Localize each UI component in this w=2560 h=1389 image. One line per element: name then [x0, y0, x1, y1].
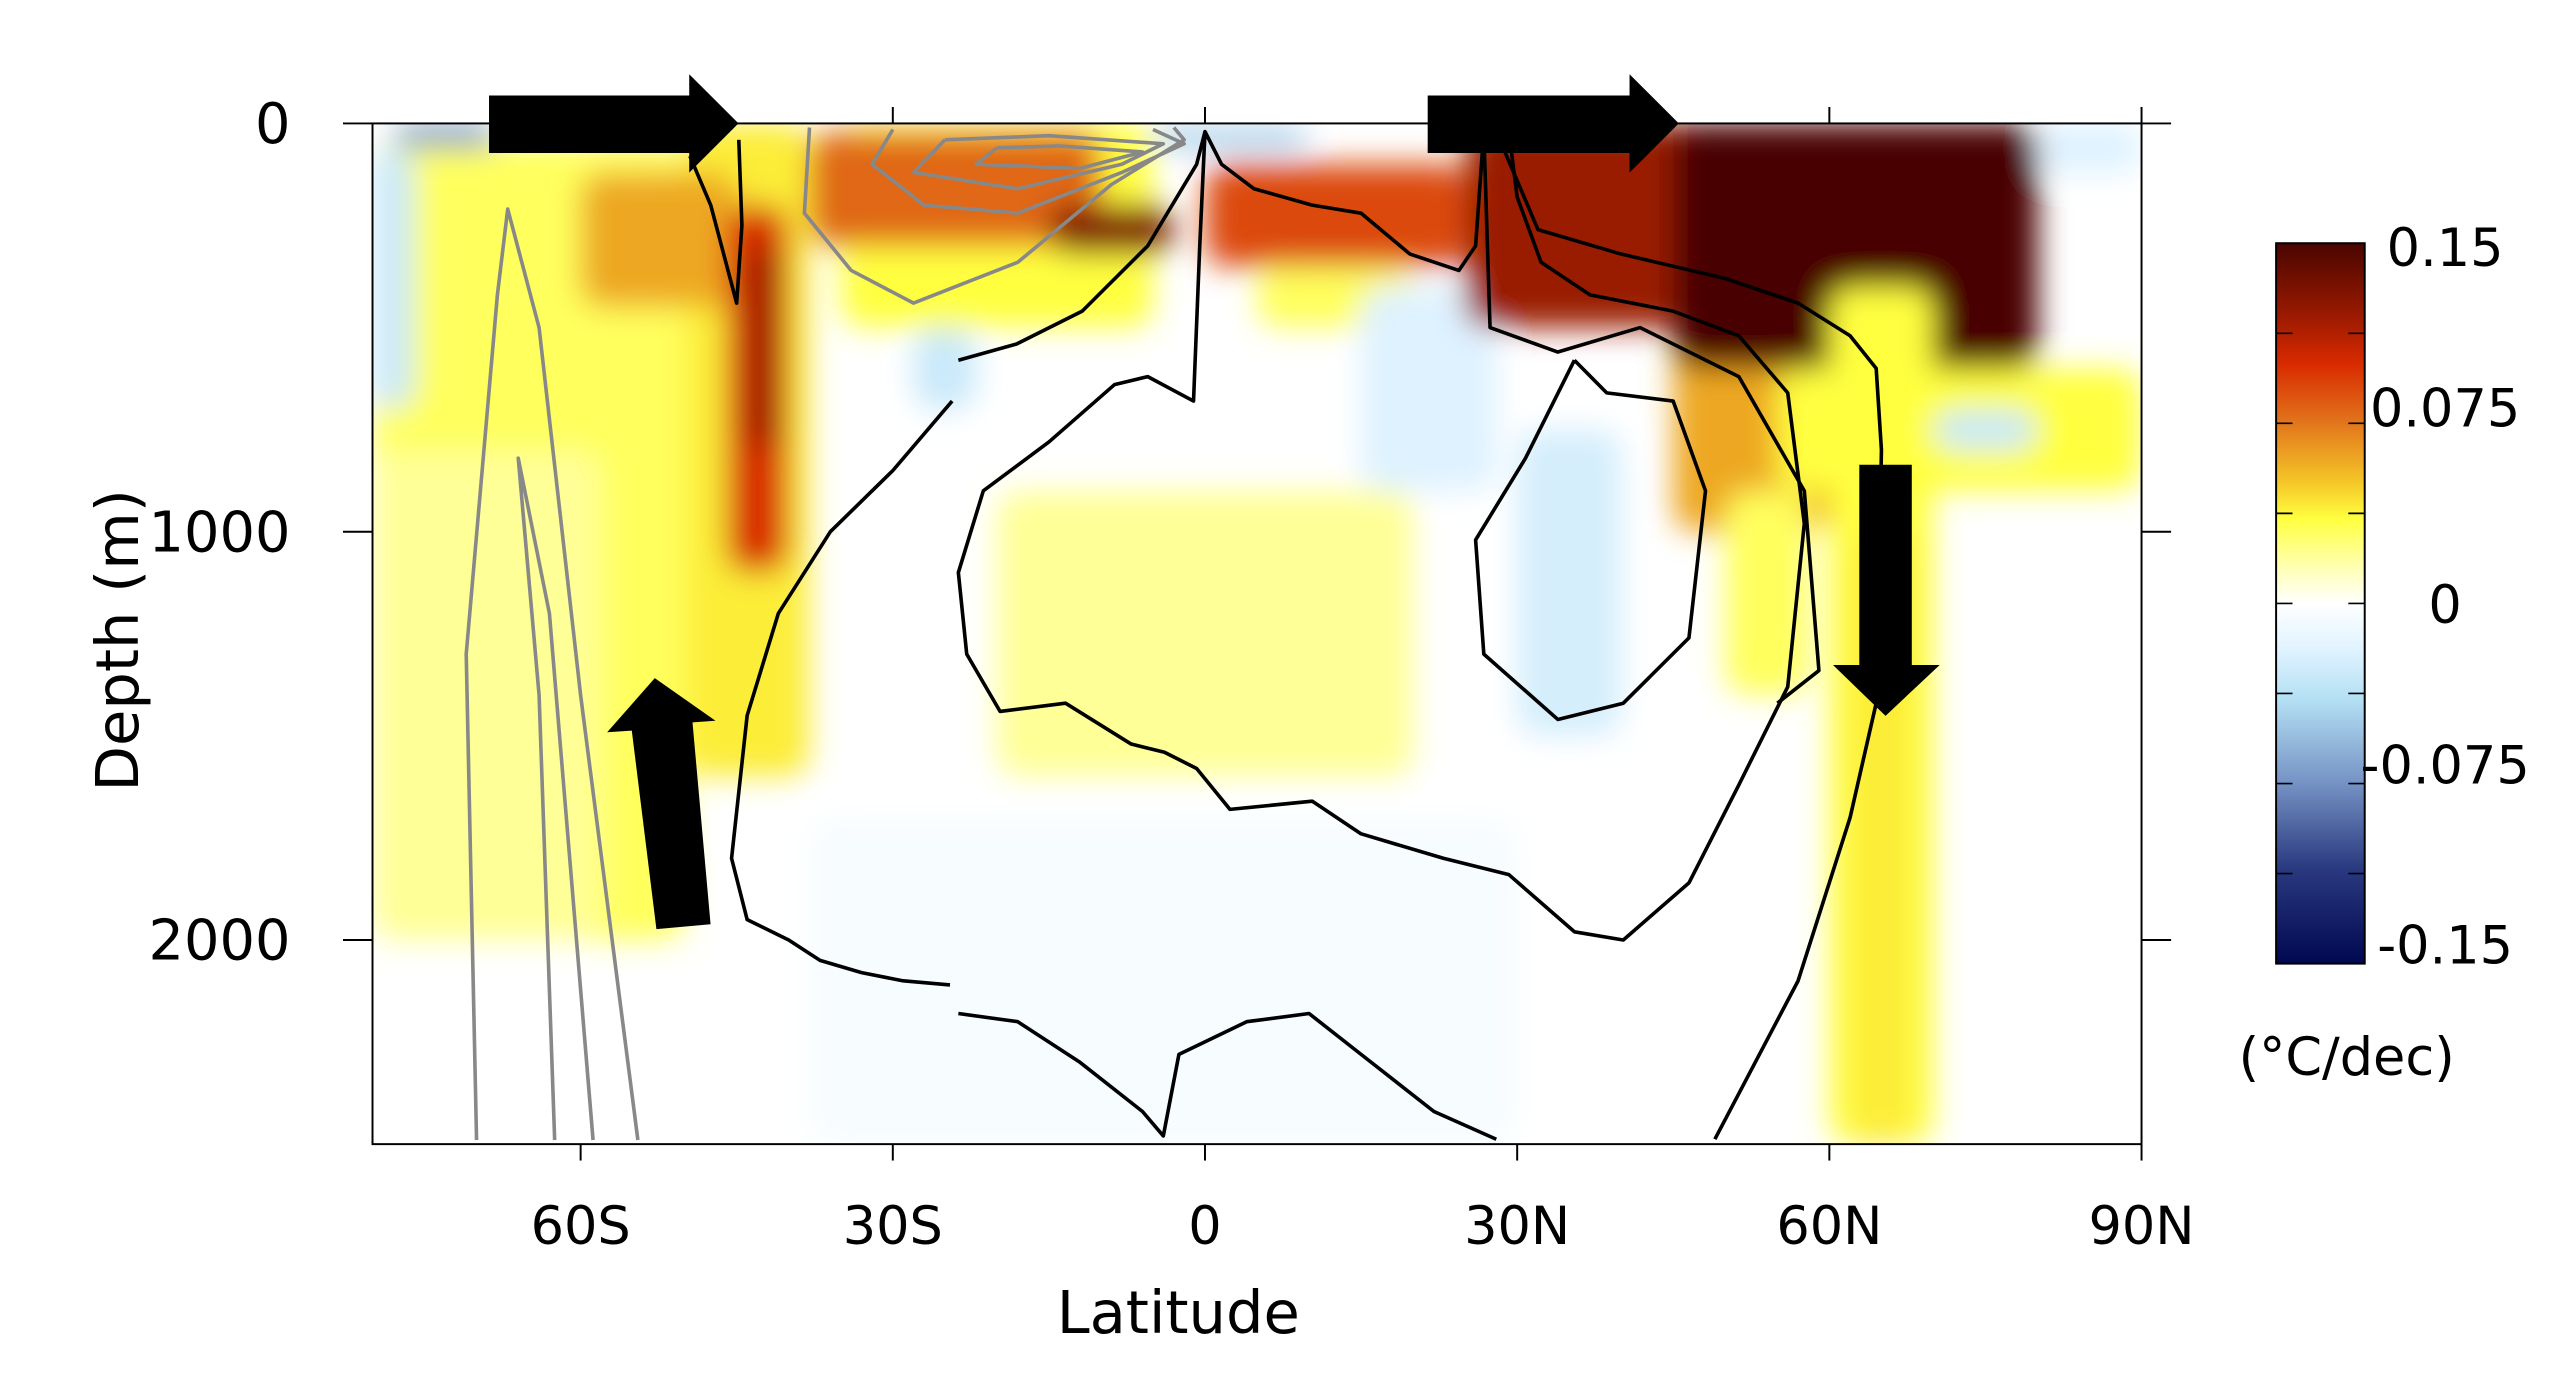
anomaly-cell	[1465, 123, 1705, 328]
x-tick-label: 30N	[1464, 1196, 1570, 1257]
anomaly-cell	[2037, 123, 2142, 173]
x-tick-label: 60N	[1776, 1196, 1882, 1257]
x-tick-label: 90N	[2088, 1196, 2194, 1257]
axes: 60S 30S 0 30N 60N 90N 0 1000 2000	[148, 92, 2194, 1257]
arrow-right-north	[1427, 74, 1679, 173]
anomaly-cell	[747, 245, 779, 451]
anomaly-cell	[393, 123, 498, 148]
anomaly-cell	[372, 147, 415, 410]
contour-black	[1494, 130, 1884, 1141]
y-tick-label: 0	[255, 92, 291, 157]
anomaly-cell	[1933, 409, 2038, 451]
anomaly-cell	[372, 450, 602, 940]
contour-black	[729, 399, 954, 987]
colorbar-tick-label: 0.15	[2387, 218, 2504, 279]
anomaly-cell	[1204, 164, 1466, 267]
anomaly-cell	[809, 817, 1518, 1145]
contour-black	[688, 139, 744, 305]
anomaly-cell	[996, 490, 1414, 777]
anomaly-cell	[1517, 429, 1622, 736]
anomaly-cell	[1152, 127, 1310, 148]
anomaly-cell	[580, 172, 737, 308]
contour-gray	[870, 127, 1186, 215]
x-tick-label: 0	[1188, 1196, 1221, 1257]
colorbar-tick-label: -0.075	[2361, 736, 2530, 797]
circulation-arrows	[489, 74, 1940, 930]
anomaly-cell	[1673, 123, 2038, 369]
colorbar-tick-label: 0	[2428, 575, 2461, 636]
anomaly-cell	[809, 131, 1101, 246]
x-tick-label: 30S	[843, 1196, 943, 1257]
arrow-up-south	[607, 678, 716, 930]
colorbar-unit: (°C/dec)	[2239, 1027, 2455, 1088]
anomaly-cell	[913, 327, 977, 410]
plot-frame	[371, 122, 2143, 1146]
contour-gray	[464, 207, 640, 1141]
contour-black	[1473, 358, 1708, 722]
colorbar-tick-label: -0.15	[2377, 916, 2513, 977]
y-tick-label: 2000	[148, 909, 290, 974]
contour-black	[957, 129, 1486, 362]
colorbar-tick-label: 0.075	[2370, 379, 2520, 440]
anomaly-cell	[1048, 205, 1174, 255]
contour-black	[1482, 131, 1821, 705]
anomaly-cell	[1725, 490, 1809, 696]
y-tick-label: 1000	[148, 500, 290, 565]
x-axis-label: Latitude	[1057, 1278, 1300, 1347]
colorbar: 0.15 0.075 0 -0.075 -0.15 (°C/dec)	[2239, 218, 2530, 1088]
contour-gray	[974, 144, 1145, 171]
contour-gray	[911, 133, 1166, 191]
anomaly-cell	[1361, 286, 1497, 491]
x-tick-label: 60S	[531, 1196, 631, 1257]
contour-gray	[516, 456, 595, 1141]
arrow-down-north	[1833, 464, 1940, 716]
arrow-right-south	[489, 74, 739, 173]
contour-gray	[802, 126, 1186, 305]
y-axis-label: Depth (m)	[83, 489, 152, 791]
plot-area	[372, 123, 2142, 1145]
contour-black	[958, 1011, 1498, 1141]
contour-black	[956, 131, 1807, 942]
